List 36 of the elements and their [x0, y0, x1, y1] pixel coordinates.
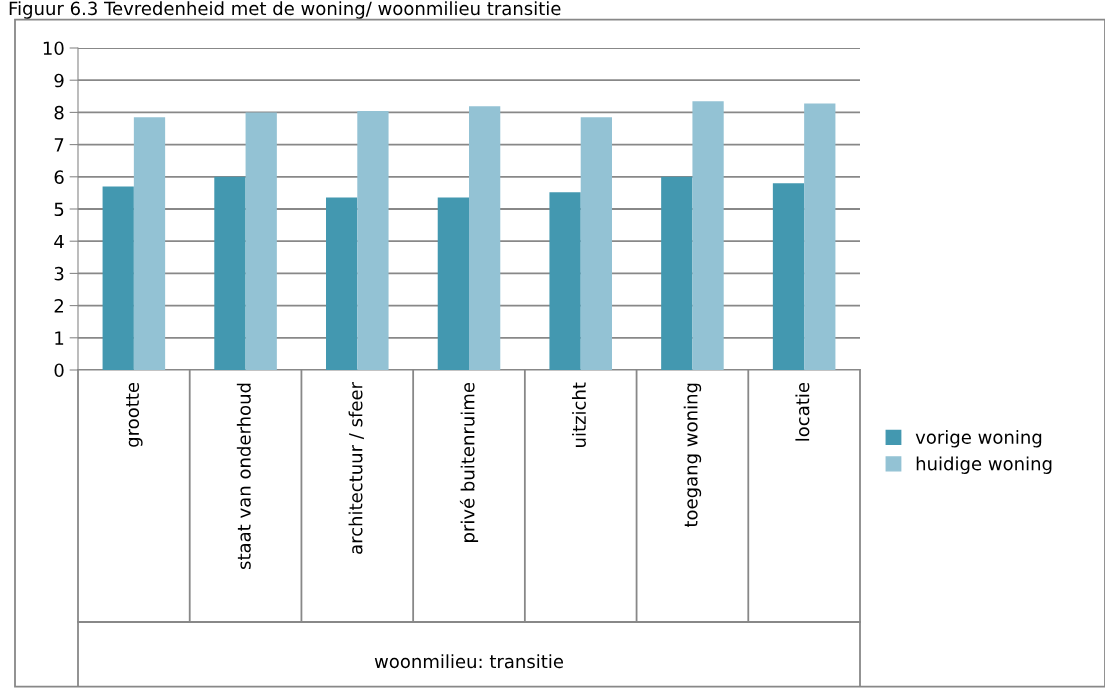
- x-tick-label: staat van onderhoud: [236, 383, 251, 569]
- x-tick-label: privé buitenruime: [459, 382, 479, 542]
- y-tick-label: 6: [54, 170, 64, 184]
- chart-title: Figuur 6.3 Tevredenheid met de woning/ woonmilieu transitie: [9, 1, 561, 19]
- x-tick-label: toegang woning: [683, 383, 702, 528]
- y-tick-label: 1: [55, 331, 64, 345]
- bar: [326, 197, 358, 370]
- bar: [661, 176, 693, 370]
- y-tick-label: 0: [54, 363, 64, 378]
- x-tick-label: grootte: [126, 382, 143, 447]
- x-tick-label: architectuur / sfeer: [348, 382, 364, 554]
- bar: [214, 176, 246, 370]
- bar: [102, 186, 134, 370]
- y-tick-label: 10: [43, 41, 64, 56]
- legend-label: vorige woning: [915, 430, 1042, 448]
- y-tick-label: 2: [54, 299, 63, 313]
- y-tick-label: 4: [54, 234, 64, 249]
- x-tick-label: uitzicht: [571, 382, 586, 447]
- bar: [469, 106, 501, 370]
- bar: [357, 111, 389, 370]
- x-axis-title: woonmilieu: transitie: [374, 654, 564, 669]
- bar: [772, 183, 805, 370]
- bar: [549, 192, 581, 370]
- bar: [692, 101, 724, 370]
- y-tick-label: 7: [54, 138, 64, 152]
- bar: [804, 103, 836, 370]
- legend-label: huidige woning: [916, 456, 1052, 474]
- y-tick-label: 8: [54, 105, 64, 120]
- bar: [133, 117, 166, 370]
- y-tick-label: 3: [54, 266, 64, 281]
- bar: [580, 117, 612, 370]
- bar: [437, 197, 469, 370]
- bar: [245, 112, 277, 370]
- y-tick-label: 5: [54, 202, 64, 217]
- x-tick-label: locatie: [795, 382, 810, 441]
- y-tick-label: 9: [54, 73, 64, 88]
